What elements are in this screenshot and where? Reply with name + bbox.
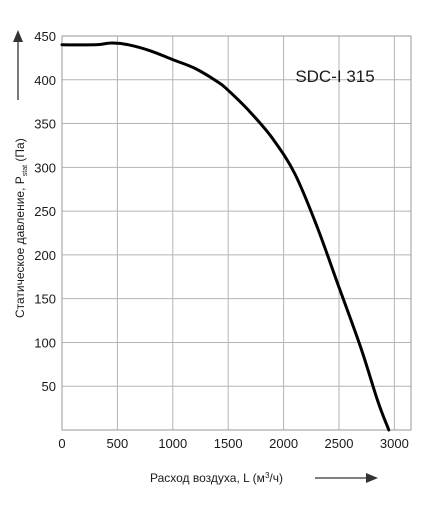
chart-annotation: SDC-I 315 (295, 67, 374, 86)
x-axis-title-tail: /ч) (269, 471, 283, 485)
y-axis-title-main: Статическое давление, P (13, 176, 27, 318)
y-tick-label: 300 (34, 160, 56, 175)
y-tick-label: 50 (42, 379, 56, 394)
series-line (60, 41, 391, 432)
plot-frame (61, 35, 412, 431)
x-tick-label: 2500 (325, 436, 354, 451)
y-tick-label: 450 (34, 29, 56, 44)
plot-border (61, 35, 412, 431)
x-tick-label: 500 (107, 436, 129, 451)
y-axis-arrow (13, 30, 23, 100)
x-axis-title-main: Расход воздуха, L (м (150, 471, 265, 485)
y-axis-title-sub: stat (22, 165, 29, 176)
y-tick-label: 350 (34, 117, 56, 132)
series-layer (60, 41, 391, 432)
y-axis-title: Статическое давление, Pstat (Па) (13, 138, 29, 318)
grid (62, 35, 411, 430)
x-tick-label: 0 (58, 436, 65, 451)
y-tick-label: 400 (34, 73, 56, 88)
x-tick-label: 3000 (380, 436, 409, 451)
x-axis-title: Расход воздуха, L (м3/ч) (150, 471, 283, 485)
x-tick-label: 1000 (158, 436, 187, 451)
x-tick-label: 2000 (269, 436, 298, 451)
y-tick-label: 150 (34, 292, 56, 307)
x-axis-title-sup: 3 (265, 471, 270, 480)
y-tick-label: 200 (34, 248, 56, 263)
y-axis-title-tail: (Па) (13, 138, 27, 165)
y-tick-label: 250 (34, 204, 56, 219)
y-tick-label: 100 (34, 335, 56, 350)
x-axis-arrow (315, 473, 378, 483)
x-tick-label: 1500 (214, 436, 243, 451)
tick-labels: 0 500 1000 1500 2000 2500 3000 50 100 150 200 250 30… (34, 29, 409, 451)
